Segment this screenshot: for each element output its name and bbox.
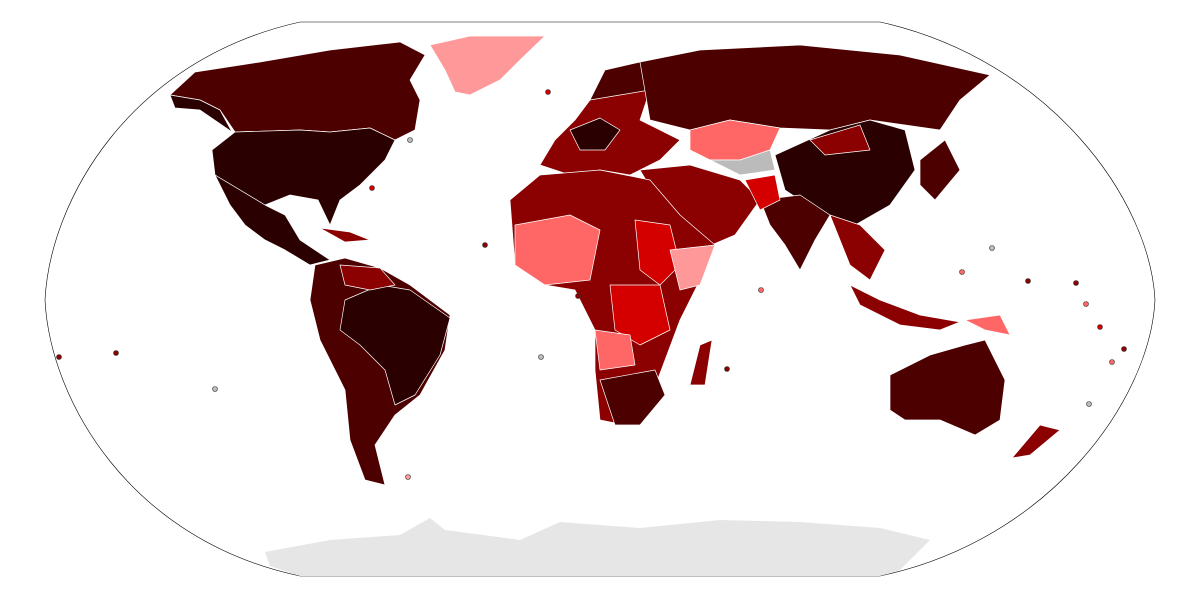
angola [594, 329, 636, 371]
brazil [339, 284, 451, 406]
island [724, 366, 730, 372]
japan-korea [919, 139, 961, 201]
caribbean [319, 227, 371, 243]
venezuela [339, 264, 396, 291]
island [1086, 401, 1092, 407]
greenland [429, 35, 546, 96]
antarctica [265, 518, 930, 576]
alaska [169, 94, 233, 133]
australia [889, 339, 1006, 436]
madagascar [689, 339, 713, 386]
island [1083, 301, 1089, 307]
se-asia [829, 214, 886, 281]
island [369, 185, 375, 191]
island [56, 354, 62, 360]
central-africa [609, 284, 671, 346]
west-africa [514, 214, 601, 286]
canada [169, 41, 426, 141]
island [113, 350, 119, 356]
southern-africa [599, 369, 666, 426]
france-germany [569, 117, 621, 151]
central-asia [709, 149, 776, 176]
indonesia [849, 284, 961, 331]
pakistan [744, 174, 781, 211]
island [482, 242, 488, 248]
sudan [634, 219, 681, 286]
island [212, 386, 218, 392]
island [545, 89, 551, 95]
island [407, 137, 413, 143]
mexico [214, 174, 331, 266]
papua [964, 314, 1011, 336]
india [759, 194, 831, 271]
islands [56, 89, 1127, 480]
island [1121, 346, 1127, 352]
island [1097, 324, 1103, 330]
island [959, 269, 965, 275]
new-zealand [1011, 424, 1061, 459]
horn-africa [669, 244, 716, 291]
island [1073, 280, 1079, 286]
island [1109, 359, 1115, 365]
island [575, 293, 581, 299]
island [538, 354, 544, 360]
island [989, 245, 995, 251]
island [1025, 278, 1031, 284]
island [758, 287, 764, 293]
island [405, 474, 411, 480]
mongolia [809, 124, 871, 156]
